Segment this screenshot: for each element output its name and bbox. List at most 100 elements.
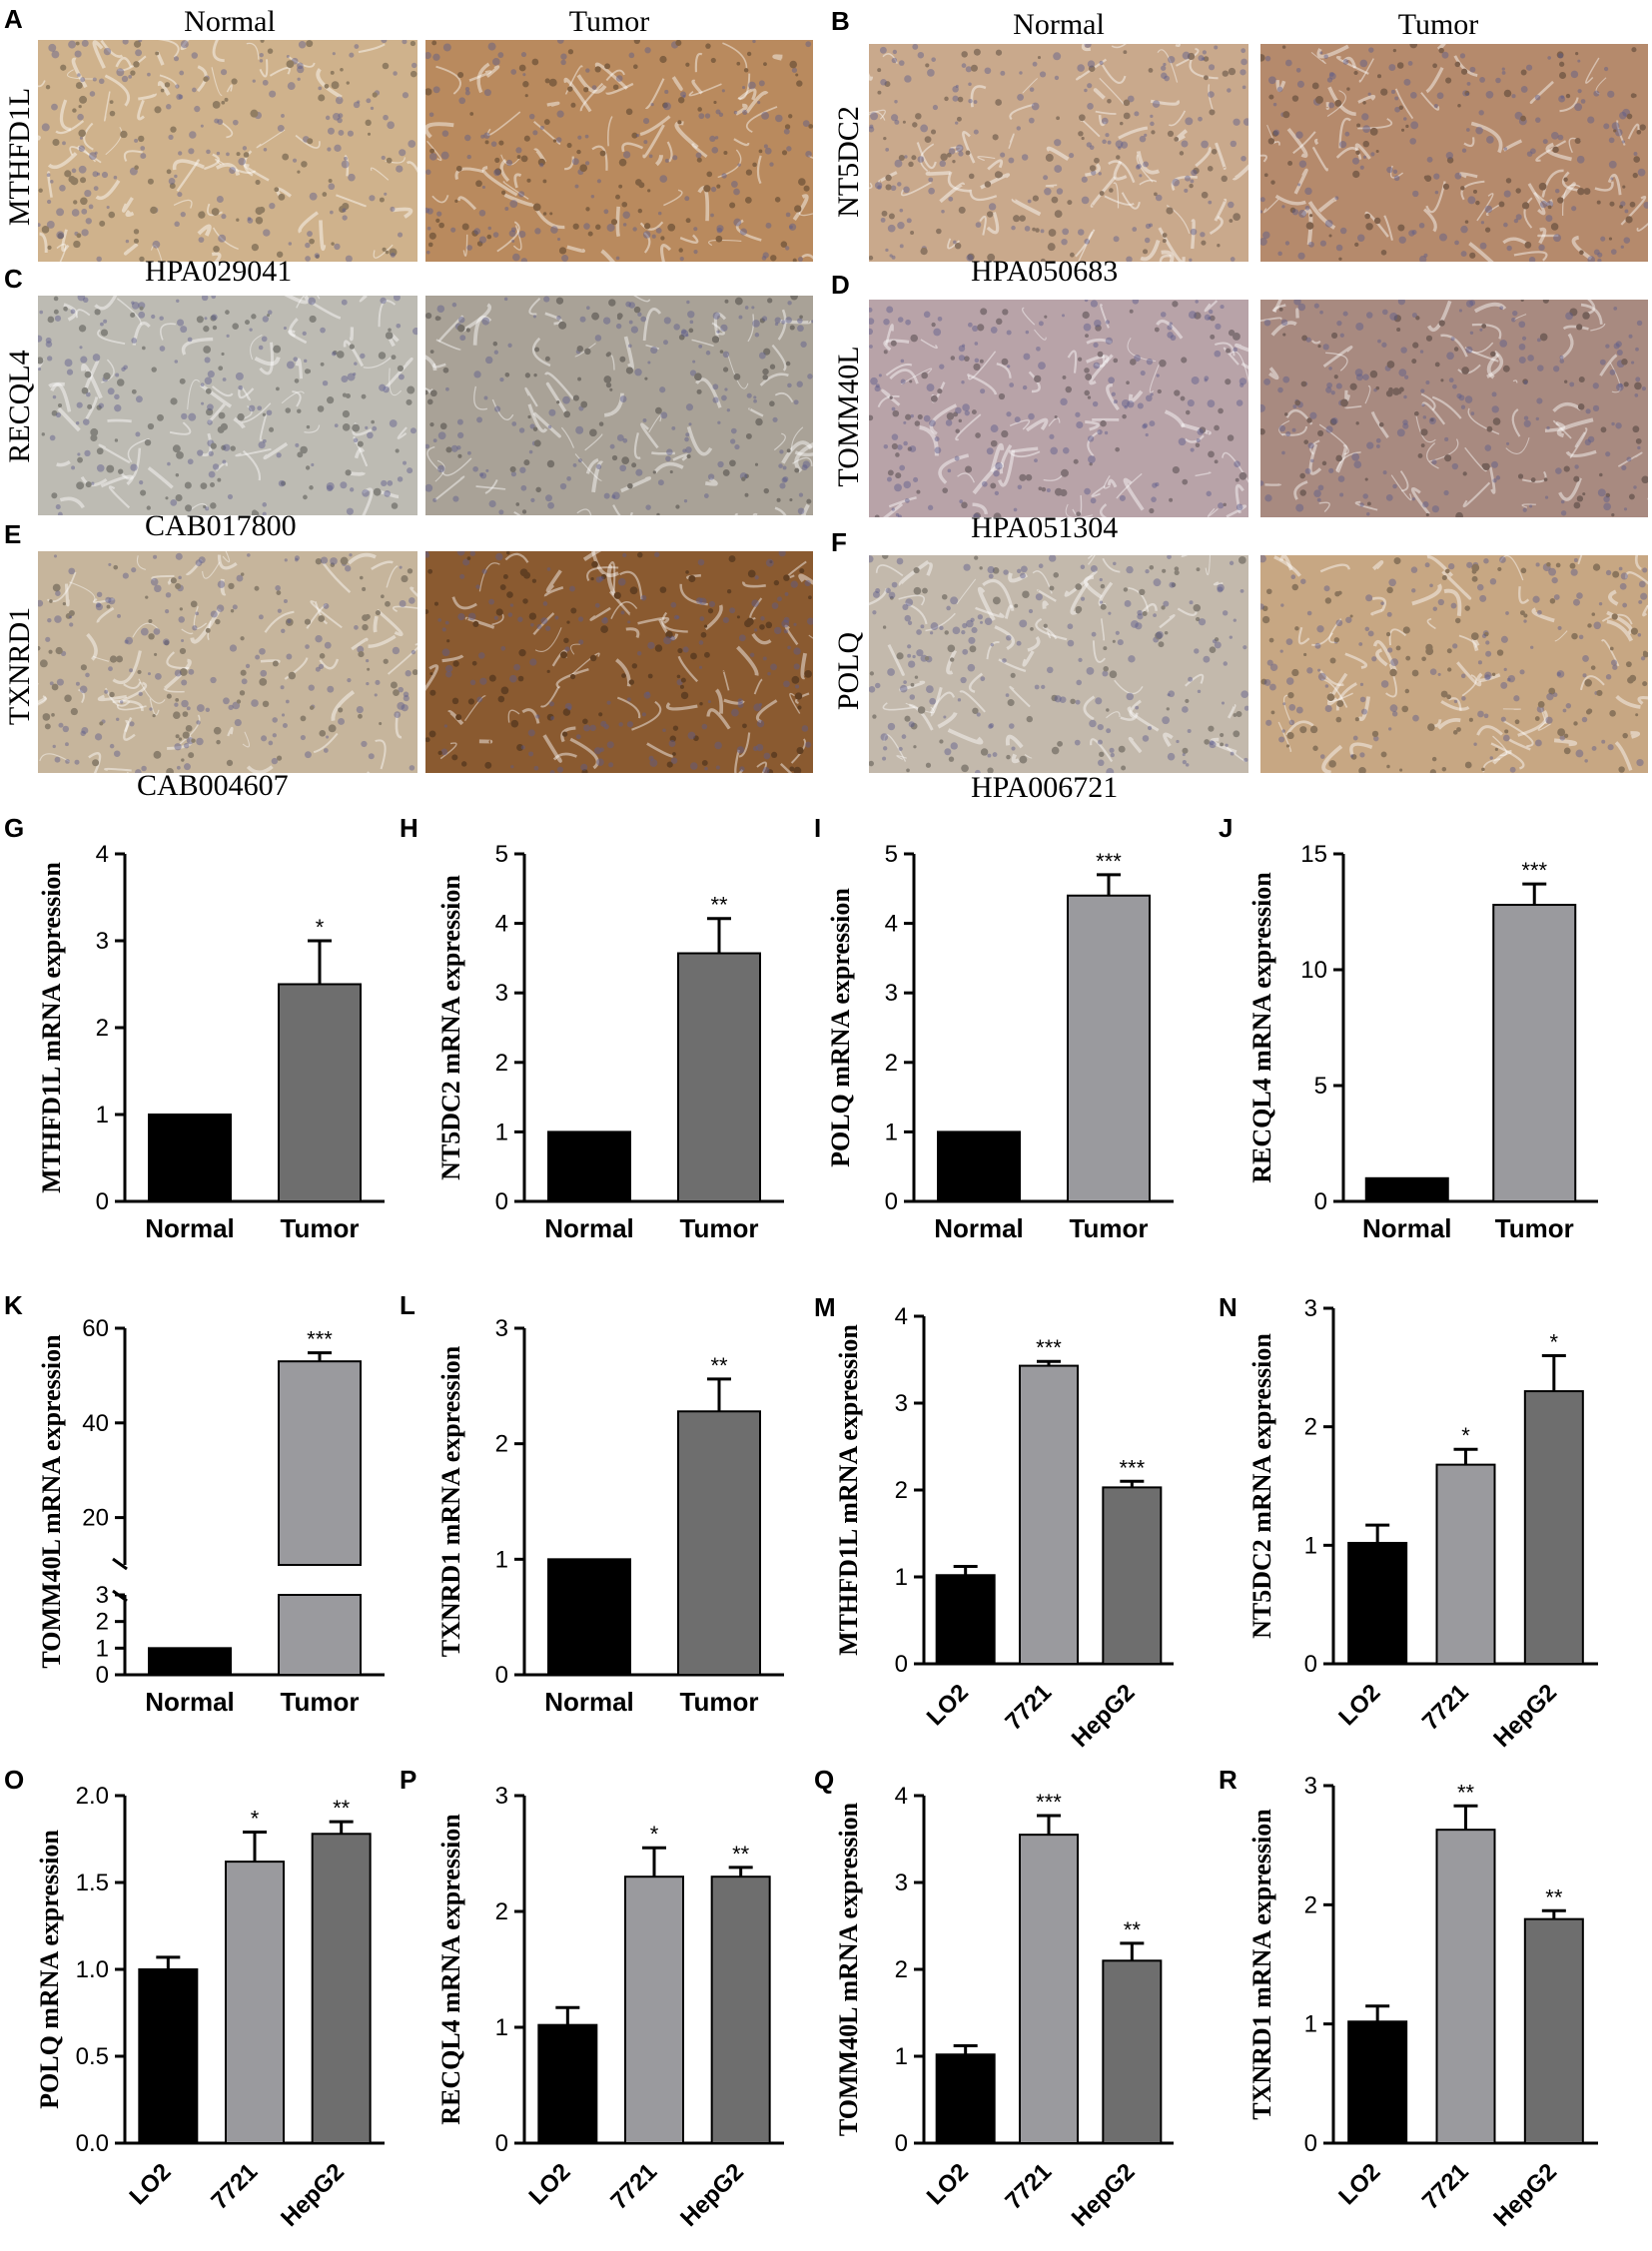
y-tick-label-h: 2	[495, 1050, 508, 1077]
y-tick-label-l: 2	[495, 1431, 508, 1458]
y-tick-label-m: 4	[895, 1303, 908, 1330]
ihc-normal-f	[869, 555, 1248, 773]
panel-letter-i: I	[814, 813, 821, 843]
y-tick-label-i: 4	[885, 911, 898, 938]
bar-h-0	[547, 1130, 631, 1203]
significance-i-1: ***	[1096, 849, 1122, 874]
panel-letter-j: J	[1219, 813, 1233, 843]
bar-q-1	[1019, 1834, 1079, 2145]
antibody-c: CAB017800	[145, 509, 297, 542]
significance-l-1: **	[710, 1353, 728, 1378]
y-tick-label-j: 0	[1314, 1188, 1327, 1215]
panel-letter-k: K	[4, 1290, 23, 1320]
significance-m-2: ***	[1119, 1455, 1145, 1480]
significance-q-1: ***	[1036, 1790, 1062, 1815]
y-axis-label-q: TOMM40L mRNA expression	[834, 1802, 863, 2136]
y-tick-label-q: 4	[895, 1783, 908, 1810]
header-normal-right: Normal	[1013, 8, 1105, 41]
x-tick-label-j-1: Tumor	[1495, 1213, 1574, 1243]
ihc-tumor-c	[425, 296, 813, 515]
x-tick-label-q-0: LO2	[922, 2158, 974, 2210]
significance-k-1: ***	[307, 1327, 333, 1352]
panel-letter-l: L	[400, 1290, 415, 1320]
panel-letter-h: H	[400, 813, 418, 843]
y-tick-label-g: 0	[96, 1188, 109, 1215]
antibody-d: HPA051304	[971, 511, 1119, 544]
x-tick-label-g-1: Tumor	[281, 1213, 360, 1243]
panel-letter-c: C	[4, 264, 23, 294]
y-tick-label-m: 0	[895, 1651, 908, 1678]
y-axis-label-p: RECQL4 mRNA expression	[436, 1814, 465, 2125]
y-tick-label-i: 5	[885, 841, 898, 868]
y-tick-label-l: 3	[495, 1315, 508, 1342]
antibody-b: HPA050683	[971, 255, 1119, 288]
panel-letter-o: O	[4, 1765, 24, 1795]
x-tick-label-p-1: 7721	[605, 2158, 662, 2215]
x-tick-label-i-0: Normal	[934, 1213, 1024, 1243]
bar-g-1	[278, 983, 362, 1202]
header-tumor-right: Tumor	[1397, 8, 1479, 41]
y-tick-label-r: 1	[1304, 2011, 1317, 2038]
y-tick-label-g: 2	[96, 1015, 109, 1042]
panel-letter-d: D	[831, 270, 850, 300]
y-tick-label-o: 1.0	[76, 1956, 109, 1983]
y-tick-label-g: 3	[96, 928, 109, 955]
bar-j-1	[1492, 904, 1577, 1202]
significance-q-2: **	[1124, 1917, 1142, 1942]
bar-o-1	[225, 1861, 285, 2144]
y-tick-label-n: 3	[1304, 1295, 1317, 1322]
ihc-tumor-b	[1260, 44, 1648, 262]
y-axis-label-o: POLQ mRNA expression	[35, 1830, 64, 2109]
x-tick-label-p-0: LO2	[523, 2158, 575, 2210]
significance-r-1: **	[1457, 1780, 1475, 1805]
bar-m-1	[1019, 1364, 1079, 1665]
x-tick-label-j-0: Normal	[1362, 1213, 1452, 1243]
y-tick-label-k: 3	[96, 1582, 109, 1609]
y-tick-label-i: 3	[885, 980, 898, 1007]
y-tick-label-m: 3	[895, 1390, 908, 1417]
bar-n-2	[1523, 1390, 1584, 1665]
y-tick-label-g: 1	[96, 1102, 109, 1128]
y-tick-label-h: 0	[495, 1188, 508, 1215]
panel-letter-q: Q	[814, 1765, 834, 1795]
y-tick-label-h: 1	[495, 1119, 508, 1145]
y-axis-label-m: MTHFD1L mRNA expression	[834, 1324, 863, 1656]
bar-i-1	[1067, 894, 1151, 1202]
significance-j-1: ***	[1521, 858, 1547, 883]
bar-h-1	[677, 952, 761, 1203]
bar-k-0	[148, 1647, 232, 1677]
y-axis-label-i: POLQ mRNA expression	[826, 888, 855, 1167]
bar-r-1	[1435, 1829, 1496, 2144]
panel-letter-a: A	[4, 4, 23, 34]
y-tick-label-h: 4	[495, 911, 508, 938]
bar-p-0	[537, 2023, 598, 2145]
y-tick-label-j: 5	[1314, 1073, 1327, 1100]
antibody-f: HPA006721	[971, 771, 1119, 804]
panel-letter-n: N	[1219, 1292, 1238, 1322]
x-tick-label-o-2: HepG2	[276, 2158, 350, 2232]
significance-p-1: *	[650, 1822, 659, 1847]
x-tick-label-h-0: Normal	[544, 1213, 634, 1243]
ihc-normal-c	[38, 296, 417, 515]
bar-o-0	[138, 1968, 199, 2144]
x-tick-label-o-1: 7721	[206, 2158, 263, 2215]
significance-h-1: **	[710, 893, 728, 918]
y-tick-label-g: 4	[96, 841, 109, 868]
y-axis-label-r: TXNRD1 mRNA expression	[1247, 1809, 1276, 2120]
y-tick-label-k: 20	[82, 1505, 109, 1532]
ihc-tumor-f	[1260, 555, 1648, 773]
ihc-normal-e	[38, 551, 417, 773]
y-tick-label-o: 2.0	[76, 1783, 109, 1810]
significance-o-1: *	[251, 1807, 260, 1832]
y-tick-label-l: 0	[495, 1662, 508, 1689]
y-tick-label-q: 3	[895, 1870, 908, 1896]
y-axis-label-g: MTHFD1L mRNA expression	[37, 862, 66, 1193]
x-tick-label-r-1: 7721	[1417, 2158, 1474, 2215]
x-tick-label-r-2: HepG2	[1488, 2158, 1562, 2232]
axis-break-upper-k	[112, 1557, 128, 1571]
y-tick-label-o: 0.5	[76, 2043, 109, 2070]
bar-i-0	[937, 1130, 1021, 1203]
x-tick-label-l-0: Normal	[544, 1687, 634, 1717]
bar-n-1	[1435, 1463, 1496, 1666]
ihc-normal-b	[869, 44, 1248, 262]
